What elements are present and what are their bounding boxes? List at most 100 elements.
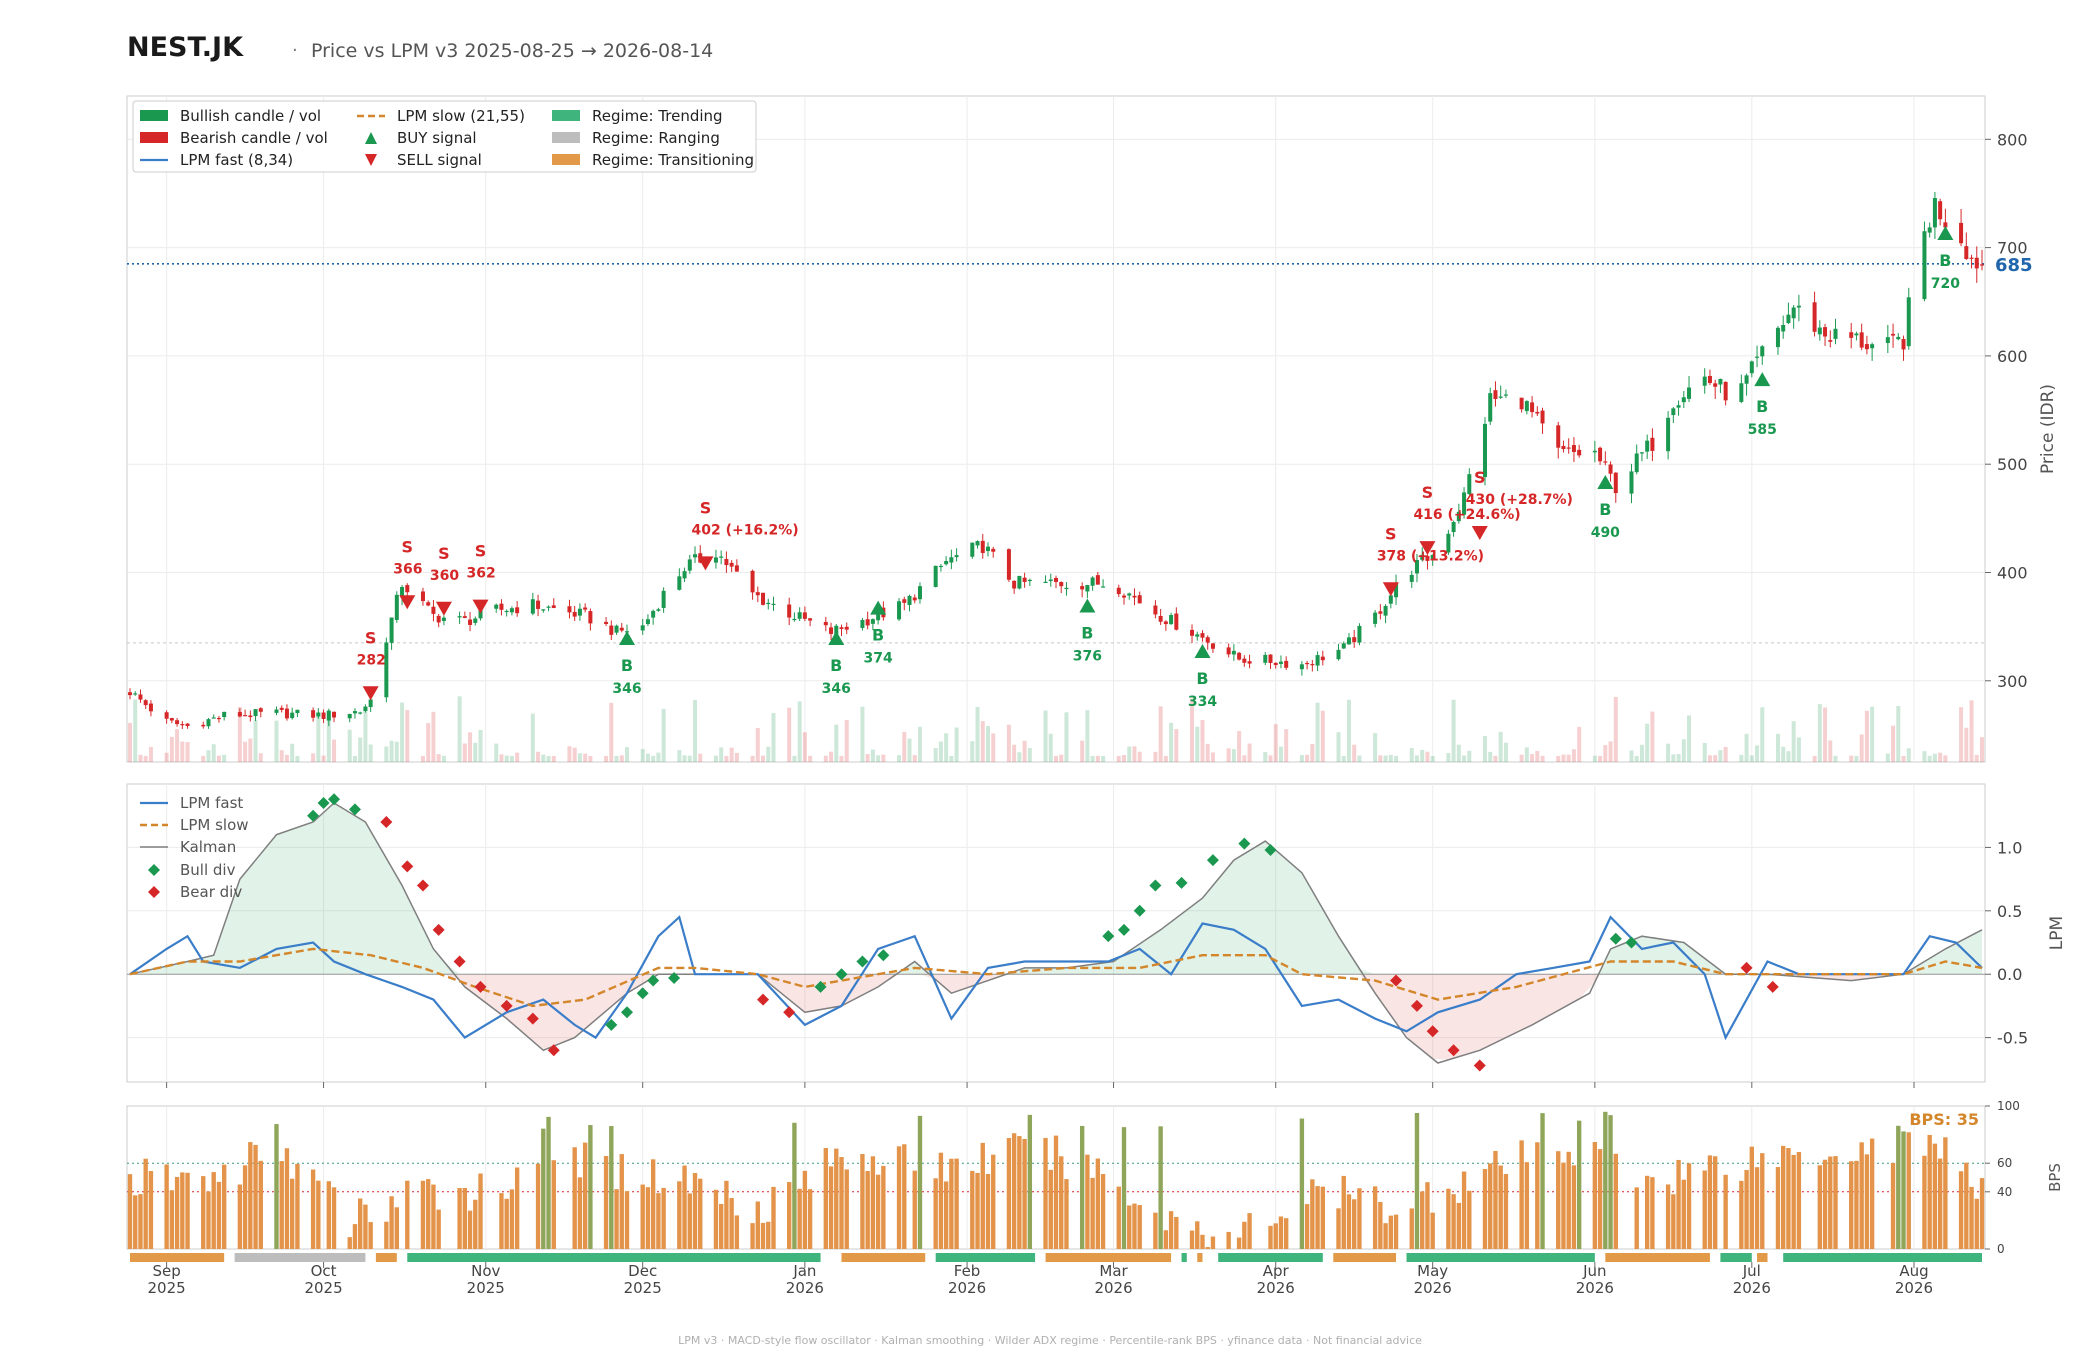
bps-bar [609,1126,614,1249]
bps-bar [1707,1155,1713,1249]
bps-bar [1048,1169,1053,1249]
candle-body [1786,314,1791,324]
volume-bar [321,755,326,762]
volume-bar [436,754,441,762]
volume-bar [1284,729,1289,762]
candle-body [551,605,556,608]
sell-signal-letter: S [475,542,487,561]
candle-body [1592,450,1597,453]
bps-bar [1791,1154,1796,1249]
volume-bar [405,710,410,762]
sell-signal-value: 360 [430,568,459,584]
bps-bar [1775,1167,1781,1249]
candle-body [1608,464,1613,474]
volume-bar [551,755,556,762]
bps-bar [734,1215,740,1249]
bps-y-axis-label: BPS [2046,1163,2064,1192]
candle-body [1462,492,1467,515]
bps-bar [677,1181,682,1249]
regime-segment-transitioning [375,1253,397,1262]
sell-signal-letter: S [402,537,414,556]
buy-signal-value: 720 [1931,276,1960,292]
candle-body [1284,660,1289,668]
lpm-y-tick-label: 0.5 [1997,902,2022,921]
volume-bar [1849,755,1854,762]
candle-body [279,707,284,710]
candle-body [870,619,875,624]
volume-bar [274,720,279,762]
candle-body [400,587,405,597]
candle-body [1095,575,1100,585]
bear-div-marker [526,1012,539,1025]
bps-bar [1430,1212,1435,1249]
bps-bar [1121,1127,1127,1249]
bull-div-marker [328,793,341,806]
volume-bar [1467,750,1472,762]
bps-bar [1849,1161,1854,1249]
volume-bar [876,755,881,762]
volume-bar [1666,743,1671,762]
candle-body [211,717,216,719]
x-tick-label-month: Mar [1099,1262,1128,1280]
bps-bar [284,1148,290,1249]
candle-body [1645,440,1650,452]
volume-bar [1812,755,1817,762]
bps-bar [954,1158,959,1249]
bps-bar [1760,1153,1765,1249]
volume-bar [222,754,227,762]
candle-body [494,604,499,609]
bps-bar [760,1222,766,1249]
volume-bar [358,737,363,762]
bps-bar [577,1177,583,1249]
candle-body [1556,425,1561,448]
bps-bar [985,1174,991,1249]
bps-bar [1022,1138,1027,1249]
candle-body [693,554,698,558]
bps-bar [1854,1160,1859,1249]
candle-body [1137,595,1142,604]
candle-body [1561,445,1566,450]
bps-bar [148,1171,154,1249]
bps-bar [949,1158,954,1249]
volume-bar [478,730,483,762]
bps-bar [384,1221,389,1249]
volume-bar [1169,722,1174,762]
legend-swatch [140,110,168,121]
regime-segment-transitioning [1605,1253,1710,1262]
volume-bar [1205,743,1210,762]
bps-bar [1519,1140,1524,1249]
candle-body [771,603,776,606]
volume-bar [1137,751,1142,762]
candle-body [682,571,687,579]
lpm-legend-label: LPM slow [180,816,249,834]
candle-body [290,712,295,719]
bps-bar [1425,1182,1430,1249]
candle-body [1200,633,1205,638]
volume-bar [1864,710,1869,762]
regime-segment-trending [1720,1253,1752,1262]
volume-bar [1446,753,1451,762]
candle-body [823,621,828,626]
volume-bar [1781,746,1786,762]
volume-bar [860,706,865,762]
candle-body [954,555,959,558]
price-legend-label: Bearish candle / vol [180,129,328,147]
candle-body [384,642,389,698]
candle-body [368,699,373,708]
volume-bar [363,706,368,762]
candle-body [1263,654,1268,663]
candle-body [1174,613,1179,630]
candle-body [1535,411,1540,414]
bps-bar [274,1124,279,1249]
candle-body [1613,472,1618,494]
bps-bar [389,1196,394,1249]
regime-segment-transitioning [130,1253,225,1262]
volume-bar [499,754,504,762]
bps-bar [1796,1152,1802,1249]
candle-body [1577,449,1582,456]
bps-bar [237,1184,243,1249]
candle-body [970,542,975,557]
bps-bar [1027,1114,1033,1249]
bps-bar [1739,1180,1744,1249]
bps-bar [1608,1115,1613,1249]
